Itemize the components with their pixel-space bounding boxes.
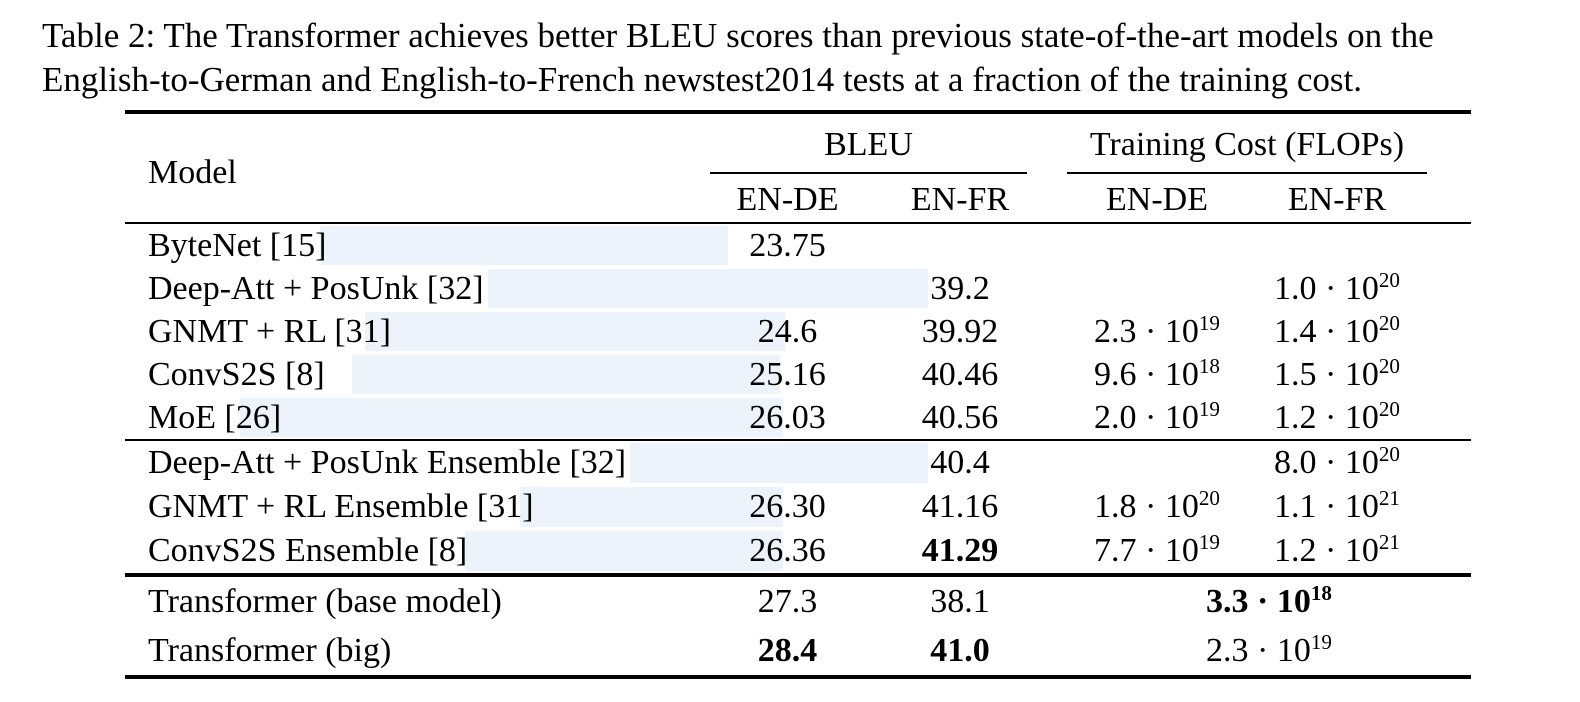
exponent: 20	[1378, 310, 1400, 335]
table-row: ConvS2S [8] 25.16 40.46 9.6 · 1018 1.5 · 102…	[125, 353, 1471, 396]
column-header-cost-en-de: EN-DE	[1106, 181, 1208, 218]
exponent: 20	[1378, 267, 1400, 292]
column-group-header-training-cost: Training Cost (FLOPs)	[1089, 126, 1405, 163]
bleu-group-underline	[710, 172, 1027, 174]
table-header: Model BLEU Training Cost (FLOPs) EN-DE E…	[125, 114, 1471, 222]
cost-en-fr-cell: 1.2 · 1020	[1274, 396, 1400, 436]
model-name-cell: Deep-Att + PosUnk [32]	[148, 269, 484, 307]
bleu-en-de-cell: 26.30	[749, 488, 826, 525]
exponent: 19	[1198, 310, 1220, 335]
cost-en-de-cell: 7.7 · 1019	[1094, 530, 1220, 569]
cost-en-fr-cell: 1.1 · 1021	[1274, 486, 1400, 525]
table-body-group-3: Transformer (base model) 27.3 38.1 3.3 · 10…	[125, 577, 1471, 675]
cost-en-fr-cell: 1.0 · 1020	[1274, 267, 1400, 307]
table-row: ConvS2S Ensemble [8] 26.36 41.29 7.7 · 1019…	[125, 529, 1471, 573]
model-name-cell: Deep-Att + PosUnk Ensemble [32]	[148, 444, 627, 481]
table-row: Deep-Att + PosUnk [32] 39.2 1.0 · 1020	[125, 267, 1471, 310]
bleu-en-de-cell: 26.36	[749, 532, 826, 569]
table-body-group-2: Deep-Att + PosUnk Ensemble [32] 40.4 8.0 ·…	[125, 441, 1471, 573]
column-header-cost-en-fr: EN-FR	[1287, 181, 1387, 218]
selection-highlight	[320, 226, 728, 265]
model-name-cell: ByteNet [15]	[148, 226, 327, 264]
results-table: Model BLEU Training Cost (FLOPs) EN-DE E…	[125, 110, 1471, 679]
table-row: GNMT + RL [31] 24.6 39.92 2.3 · 1019 1.4 · 1…	[125, 310, 1471, 353]
exponent: 20	[1198, 486, 1220, 511]
exponent: 21	[1378, 530, 1400, 555]
bleu-en-fr-cell: 39.2	[930, 269, 990, 307]
transformer-section-rule	[125, 573, 1471, 577]
cost-en-de-cell: 9.6 · 1018	[1094, 353, 1220, 393]
table-row: Transformer (big) 28.4 41.0 2.3 · 1019	[125, 626, 1471, 675]
caption-line-2: English-to-German and English-to-French …	[42, 60, 1362, 99]
column-header-bleu-en-fr: EN-FR	[910, 181, 1010, 218]
bleu-en-fr-cell: 40.46	[921, 355, 999, 393]
exponent: 20	[1378, 396, 1400, 421]
bleu-en-de-cell: 26.03	[749, 398, 826, 436]
table-bottom-rule	[125, 675, 1471, 679]
exponent: 19	[1198, 396, 1220, 421]
model-name-cell: Transformer (base model)	[148, 582, 502, 620]
model-name-cell: GNMT + RL [31]	[148, 312, 391, 350]
selection-highlight	[352, 355, 780, 394]
column-header-model: Model	[148, 154, 237, 191]
selection-highlight	[520, 487, 783, 527]
table-top-rule	[125, 110, 1471, 114]
exponent: 19	[1310, 629, 1332, 654]
table-caption: Table 2: The Transformer achieves better…	[42, 14, 1572, 102]
mid-rule	[125, 439, 1471, 441]
training-cost-span-cell: 2.3 · 1019	[1206, 629, 1332, 669]
selection-highlight	[630, 443, 928, 483]
table-body-group-1: ByteNet [15] 23.75 Deep-Att + PosUnk [32] 3…	[125, 224, 1471, 439]
training-cost-span-cell: 3.3 · 1018	[1206, 580, 1332, 620]
cost-en-de-cell: 2.0 · 1019	[1094, 396, 1220, 436]
model-name-cell: GNMT + RL Ensemble [31]	[148, 488, 534, 525]
table-row: ByteNet [15] 23.75	[125, 224, 1471, 267]
bleu-en-fr-cell: 40.56	[921, 398, 999, 436]
bleu-en-de-cell: 23.75	[749, 226, 826, 264]
bleu-en-de-cell: 25.16	[749, 355, 826, 393]
exponent: 18	[1198, 353, 1220, 378]
bleu-en-fr-cell: 39.92	[921, 312, 999, 350]
selection-highlight	[240, 398, 783, 437]
table-row: GNMT + RL Ensemble [31] 26.30 41.16 1.8 · 1…	[125, 485, 1471, 529]
model-name-cell: ConvS2S Ensemble [8]	[148, 532, 468, 569]
cost-en-fr-cell: 1.2 · 1021	[1274, 530, 1400, 569]
cost-en-fr-cell: 1.5 · 1020	[1274, 353, 1400, 393]
table-row: MoE [26] 26.03 40.56 2.0 · 1019 1.2 · 1020	[125, 396, 1471, 439]
exponent: 19	[1198, 530, 1220, 555]
bleu-en-fr-cell: 41.16	[921, 488, 999, 525]
model-name-cell: MoE [26]	[148, 398, 282, 436]
cost-en-fr-cell: 8.0 · 1020	[1274, 442, 1400, 481]
model-name-cell: ConvS2S [8]	[148, 355, 325, 393]
bleu-en-de-cell: 27.3	[757, 582, 818, 620]
selection-highlight	[488, 269, 928, 308]
exponent: 21	[1378, 486, 1400, 511]
exponent: 18	[1310, 580, 1332, 605]
bleu-en-de-cell: 24.6	[757, 312, 818, 350]
table-row: Deep-Att + PosUnk Ensemble [32] 40.4 8.0 ·…	[125, 441, 1471, 485]
exponent: 20	[1378, 353, 1400, 378]
caption-line-1: Table 2: The Transformer achieves better…	[42, 16, 1434, 55]
cost-en-de-cell: 2.3 · 1019	[1094, 310, 1220, 350]
selection-highlight	[365, 312, 785, 351]
bleu-en-fr-cell: 38.1	[930, 582, 990, 620]
column-header-bleu-en-de: EN-DE	[736, 181, 839, 218]
cost-en-fr-cell: 1.4 · 1020	[1274, 310, 1400, 350]
bleu-en-fr-cell: 40.4	[930, 444, 990, 481]
sub-header-row: EN-DE EN-FR EN-DE EN-FR	[125, 178, 1471, 222]
exponent: 20	[1378, 442, 1400, 467]
cost-en-de-cell: 1.8 · 1020	[1094, 486, 1220, 525]
selection-highlight	[465, 531, 783, 571]
bleu-en-de-cell: 28.4	[757, 631, 818, 669]
bleu-en-fr-cell: 41.29	[921, 532, 999, 569]
model-name-cell: Transformer (big)	[148, 631, 392, 669]
table-row: Transformer (base model) 27.3 38.1 3.3 · 10…	[125, 577, 1471, 626]
bleu-en-fr-cell: 41.0	[930, 631, 990, 669]
header-bottom-rule	[125, 222, 1471, 224]
column-group-header-bleu: BLEU	[824, 126, 913, 163]
training-cost-group-underline	[1067, 172, 1427, 174]
